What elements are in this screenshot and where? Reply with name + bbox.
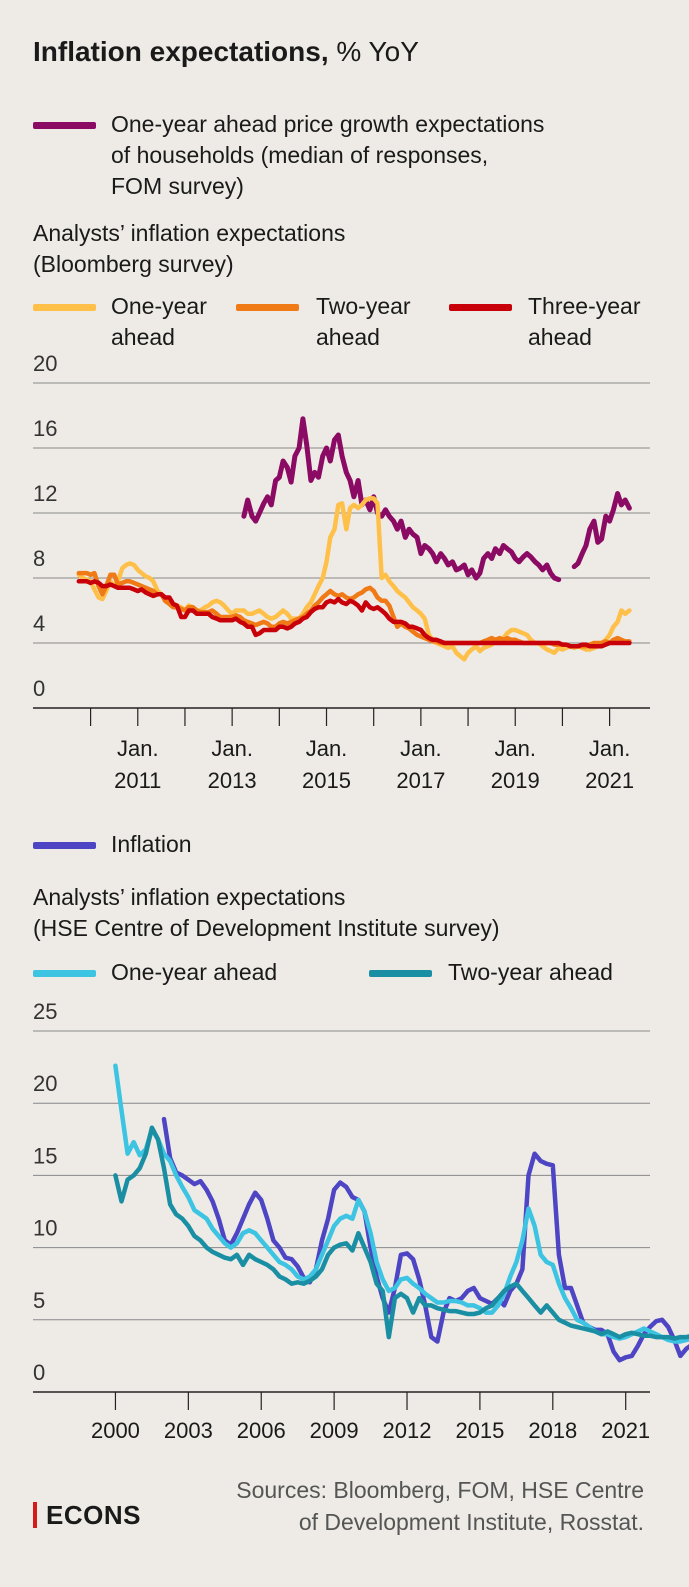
x-tick-label: 2011 <box>114 768 161 793</box>
legend-swatch-hse-one-year <box>33 970 96 977</box>
y-tick-label: 0 <box>33 1360 45 1385</box>
sources-note: Sources: Bloomberg, FOM, HSE Centre of D… <box>236 1477 644 1535</box>
logo-text: ECONS <box>46 1500 141 1530</box>
y-tick-label: 20 <box>33 351 57 376</box>
logo-bar <box>33 1502 37 1528</box>
legend-label-bb-one-year: One-year ahead <box>111 293 207 350</box>
legend-label-hse-one-year: One-year ahead <box>111 959 278 985</box>
legend-swatch-bb-three-year <box>449 304 512 311</box>
series-line-bb-three-year <box>76 579 632 649</box>
x-tick-label: 2000 <box>91 1418 140 1443</box>
x-tick-label: 2012 <box>383 1418 432 1443</box>
legend-swatch-households <box>33 122 96 129</box>
title-unit: % YoY <box>328 36 419 67</box>
y-tick-label: 5 <box>33 1288 45 1313</box>
legend-label-bb-two-year: Two-year ahead <box>316 293 411 350</box>
y-tick-label: 12 <box>33 481 57 506</box>
chart-bloomberg-fom: 0 4 8 12 16 20 Jan. 2011 Jan. 2013 Jan. 2015 Jan. 201… <box>33 351 650 793</box>
series-line-bb-one-year <box>76 496 632 662</box>
y-tick-label: 4 <box>33 611 45 636</box>
y-tick-label: 25 <box>33 999 57 1024</box>
title-bold: Inflation expectations, <box>33 36 329 67</box>
x-tick-label: Jan. <box>117 736 159 761</box>
legend-swatch-inflation <box>33 842 96 849</box>
legend-group-bloomberg: Analysts’ inflation expectations (Bloomb… <box>33 220 346 277</box>
legend-group-hse: Analysts’ inflation expectations (HSE Ce… <box>33 884 500 941</box>
y-tick-label: 15 <box>33 1143 57 1168</box>
legend-label-bb-three-year: Three-year ahead <box>528 293 641 350</box>
x-tick-label: 2003 <box>164 1418 213 1443</box>
legend-swatch-bb-one-year <box>33 304 96 311</box>
legend-label-hse-two-year: Two-year ahead <box>448 959 613 985</box>
x-tick-label: 2009 <box>310 1418 359 1443</box>
legend-swatch-hse-two-year <box>369 970 432 977</box>
x-tick-label: Jan. <box>211 736 253 761</box>
x-tick-label: 2015 <box>455 1418 504 1443</box>
series-line-inflation <box>161 1116 689 1363</box>
x-tick-label: Jan. <box>400 736 442 761</box>
y-tick-label: 16 <box>33 416 57 441</box>
x-tick-label: 2015 <box>302 768 351 793</box>
series-line-households <box>571 491 632 570</box>
series-line-hse-one-year <box>113 1063 689 1344</box>
legend-label-inflation: Inflation <box>111 831 192 857</box>
y-tick-label: 0 <box>33 676 45 701</box>
x-tick-label: 2021 <box>601 1418 650 1443</box>
legend-label-households: One-year ahead price growth expectations… <box>111 111 545 199</box>
x-tick-label: Jan. <box>306 736 348 761</box>
legend-swatch-bb-two-year <box>236 304 299 311</box>
x-tick-label: Jan. <box>494 736 536 761</box>
x-tick-label: 2013 <box>208 768 257 793</box>
x-tick-label: 2019 <box>491 768 540 793</box>
y-tick-label: 8 <box>33 546 45 571</box>
x-tick-label: 2017 <box>396 768 445 793</box>
x-tick-label: 2021 <box>585 768 634 793</box>
x-tick-label: 2006 <box>237 1418 286 1443</box>
y-tick-label: 10 <box>33 1216 57 1241</box>
series-line-households <box>241 416 562 583</box>
series-line-bb-two-year <box>76 570 632 649</box>
series-line-hse-two-year <box>113 1125 689 1341</box>
y-tick-label: 20 <box>33 1071 57 1096</box>
chart-inflation-hse: 0 5 10 15 20 25 2000 2003 2006 2009 2012 2015 2018 20… <box>33 999 689 1443</box>
x-tick-label: 2018 <box>528 1418 577 1443</box>
chart-title: Inflation expectations, % YoY <box>33 34 419 70</box>
x-tick-label: Jan. <box>589 736 631 761</box>
